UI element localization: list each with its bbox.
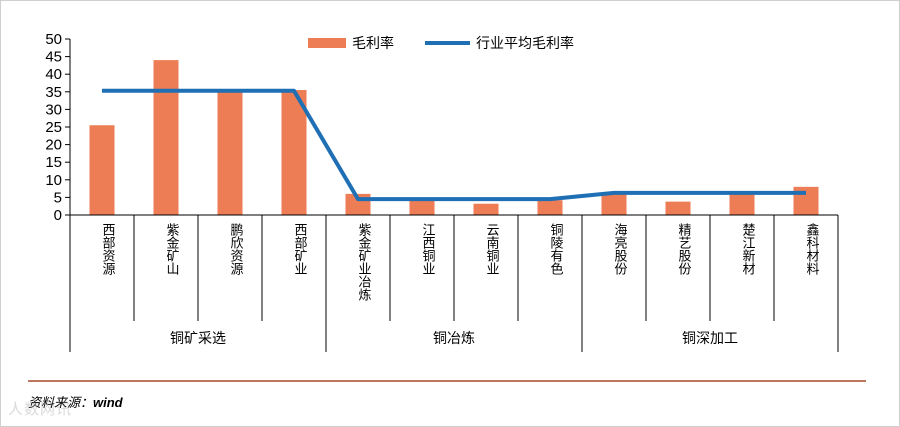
bar-8 (537, 200, 563, 215)
y-tick-label: 50 (45, 31, 62, 48)
bar-4 (281, 90, 307, 215)
y-tick-label: 0 (54, 207, 62, 224)
category-label: 海亮股份 (612, 223, 628, 275)
group-label: 铜深加工 (682, 331, 738, 347)
y-tick-label: 40 (45, 66, 62, 83)
y-tick-label: 25 (45, 119, 62, 136)
category-label: 紫金矿山 (164, 223, 180, 275)
legend-swatch-bar (308, 38, 346, 48)
bar-9 (601, 193, 627, 215)
category-label: 鹏欣资源 (228, 223, 244, 275)
y-tick-label: 15 (45, 154, 62, 171)
group-label: 铜矿采选 (170, 331, 226, 347)
bar-2 (153, 60, 179, 216)
legend-label-line: 行业平均毛利率 (476, 35, 574, 52)
bar-11 (729, 192, 755, 215)
average-line (102, 88, 806, 202)
category-label: 铜陵有色 (548, 223, 564, 275)
bar-6 (409, 200, 435, 215)
source-note: 资料来源：wind (28, 392, 123, 411)
bar-7 (473, 203, 499, 215)
category-label: 紫金矿业冶炼 (356, 223, 372, 301)
category-label: 西部矿业 (292, 223, 308, 275)
category-label: 楚江新材 (740, 223, 756, 275)
category-label: 云南铜业 (484, 223, 500, 275)
source-label: 资料来源： (28, 396, 94, 411)
category-label: 鑫科材料 (804, 222, 820, 275)
legend-label-bar: 毛利率 (352, 35, 394, 52)
bar-3 (217, 90, 243, 215)
legend: 毛利率 行业平均毛利率 (308, 35, 574, 52)
watermark: 人数网讯 (8, 400, 73, 418)
category-label: 西部资源 (100, 223, 116, 275)
bar-1 (89, 125, 115, 215)
category-label: 江西铜业 (420, 223, 436, 275)
source-value: wind (93, 395, 123, 410)
y-tick-label: 20 (45, 137, 62, 154)
category-label: 精艺股份 (676, 223, 692, 275)
y-tick-label: 30 (45, 101, 62, 118)
y-tick-label: 5 (54, 189, 62, 206)
bar-10 (665, 201, 691, 215)
y-tick-label: 10 (45, 172, 62, 189)
y-tick-label: 35 (45, 84, 62, 101)
y-tick-label: 45 (45, 49, 62, 66)
group-label: 铜冶炼 (433, 331, 475, 347)
